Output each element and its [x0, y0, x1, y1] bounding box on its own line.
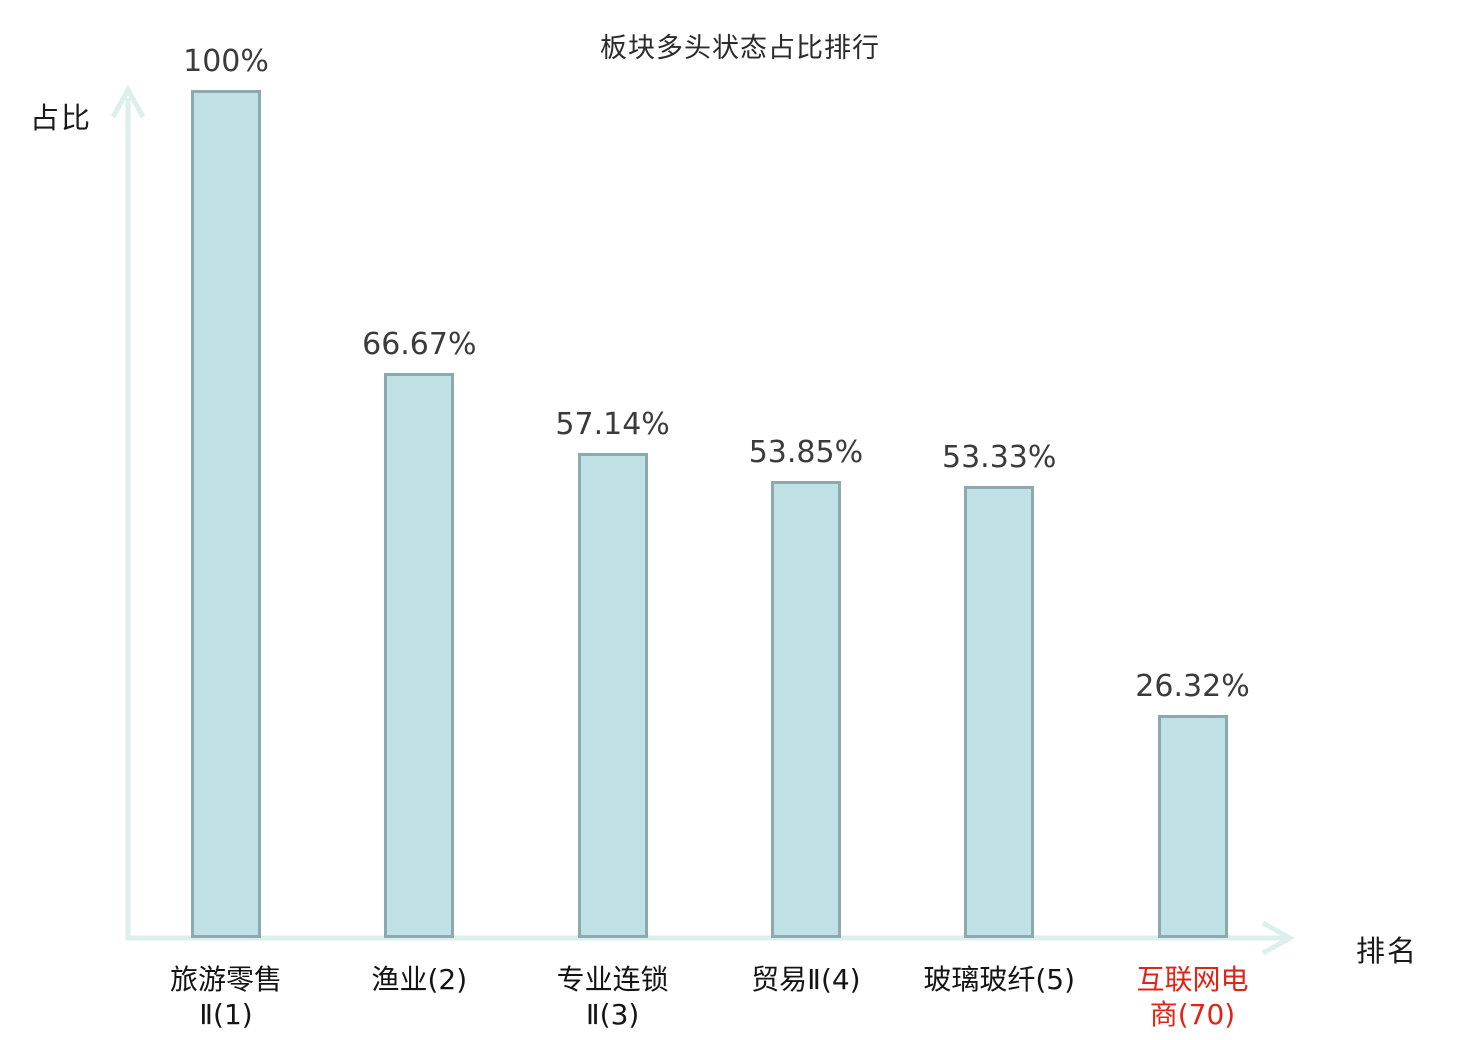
category-label-highlighted: 互联网电 商(70)	[1136, 963, 1249, 1031]
bar	[964, 486, 1035, 938]
bar	[577, 453, 648, 938]
bar	[384, 373, 455, 938]
bar-value-label: 57.14%	[555, 407, 670, 442]
bar	[770, 481, 841, 938]
category-label: 旅游零售 Ⅱ(1)	[169, 963, 283, 1031]
bar-value-label: 53.33%	[941, 440, 1057, 475]
category-label: 玻璃玻纤(5)	[923, 963, 1076, 996]
bar-value-label: 100%	[183, 44, 269, 79]
x-axis-arrowhead	[1261, 920, 1296, 956]
bar	[1157, 715, 1228, 938]
category-label: 渔业(2)	[371, 963, 468, 996]
y-axis-label: 占比	[30, 101, 93, 135]
category-label: 专业连锁 Ⅱ(3)	[556, 963, 669, 1031]
chart-title: 板块多头状态占比排行	[600, 33, 880, 64]
bar-value-label: 53.85%	[748, 435, 864, 470]
bar-value-label: 66.67%	[362, 327, 477, 362]
bar	[191, 90, 261, 938]
category-label: 贸易Ⅱ(4)	[751, 963, 861, 996]
bar-value-label: 26.32%	[1135, 669, 1250, 704]
x-axis-label: 排名	[1356, 934, 1419, 968]
y-axis-arrowhead	[110, 84, 146, 119]
